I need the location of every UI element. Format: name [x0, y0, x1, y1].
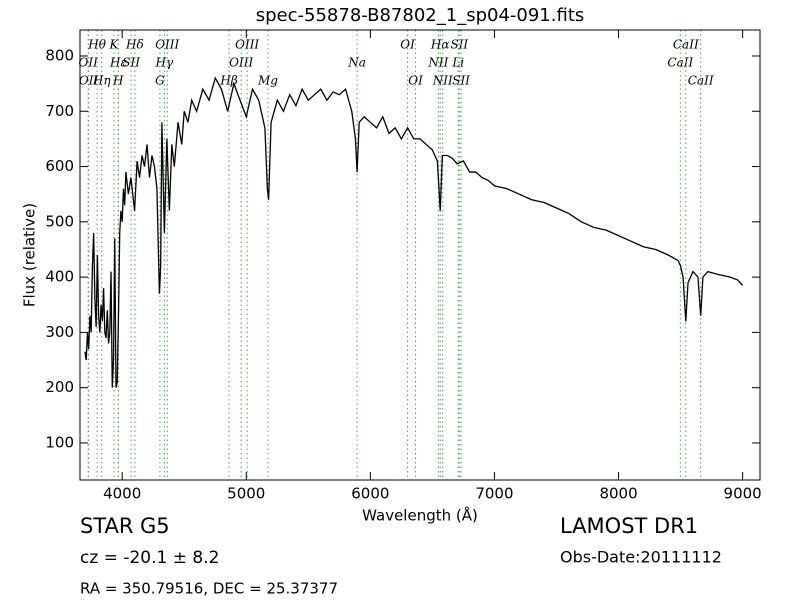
- coordinates: RA = 350.79516, DEC = 25.37377: [80, 580, 338, 598]
- spectral-line-label: SII: [122, 56, 140, 70]
- spectral-line-label: SII: [450, 38, 468, 52]
- y-tick-label: 400: [45, 268, 74, 286]
- y-axis-label: Flux (relative): [21, 203, 39, 307]
- spectral-line-label: SII: [452, 74, 470, 88]
- spectral-line-label: OIII: [155, 38, 179, 52]
- spectral-line-label: G: [155, 74, 165, 88]
- redshift: cz = -20.1 ± 8.2: [80, 548, 219, 568]
- spectral-line-label: CaII: [667, 56, 693, 70]
- y-tick-label: 200: [45, 378, 74, 396]
- spectral-line-label: OI: [408, 74, 423, 88]
- survey: LAMOST DR1: [560, 514, 698, 538]
- spectral-line-label: Mg: [257, 74, 278, 88]
- spectral-line-label: NII: [427, 56, 448, 70]
- y-tick-label: 800: [45, 46, 74, 64]
- spectral-line-label: K: [109, 38, 120, 52]
- spectral-line-label: Hγ: [155, 56, 174, 70]
- spectral-line-label: CaII: [688, 74, 714, 88]
- y-tick-label: 600: [45, 157, 74, 175]
- spectral-line-label: OII: [79, 74, 99, 88]
- x-tick-label: 7000: [475, 485, 513, 503]
- spectral-line-label: Hα: [430, 38, 450, 52]
- plot-frame: [79, 29, 761, 481]
- spectral-line-label: Na: [347, 56, 366, 70]
- spectral-line-label: OIII: [235, 38, 259, 52]
- x-axis-label: Wavelength (Å): [362, 506, 478, 525]
- y-tick-label: 100: [45, 433, 74, 451]
- spectral-line-label: Hδ: [125, 38, 144, 52]
- y-tick-label: 700: [45, 102, 74, 120]
- spectral-line-label: Hθ: [87, 38, 106, 52]
- spectral-line-label: Hη: [92, 74, 111, 88]
- obs-date: Obs-Date:20111112: [560, 548, 722, 567]
- spectral-line-label: OI: [400, 38, 415, 52]
- x-tick-label: 6000: [351, 485, 389, 503]
- x-tick-label: 4000: [103, 485, 141, 503]
- spectral-line-label: CaII: [673, 38, 699, 52]
- star-class: STAR: [80, 514, 133, 538]
- y-tick-label: 500: [45, 212, 74, 230]
- x-tick-label: 9000: [724, 485, 762, 503]
- x-tick-label: 8000: [599, 485, 637, 503]
- chart-title: spec-55878-B87802_1_sp04-091.fits: [256, 5, 585, 26]
- spectral-line-label: Li: [451, 56, 464, 70]
- spectral-line-label: Hε: [109, 56, 127, 70]
- spectral-line-label: NII: [432, 74, 453, 88]
- spectral-line-label: OIII: [229, 56, 253, 70]
- spectrum-line: [84, 76, 744, 388]
- x-tick-label: 5000: [227, 485, 265, 503]
- star-subclass: G5: [140, 514, 170, 538]
- y-tick-label: 300: [45, 323, 74, 341]
